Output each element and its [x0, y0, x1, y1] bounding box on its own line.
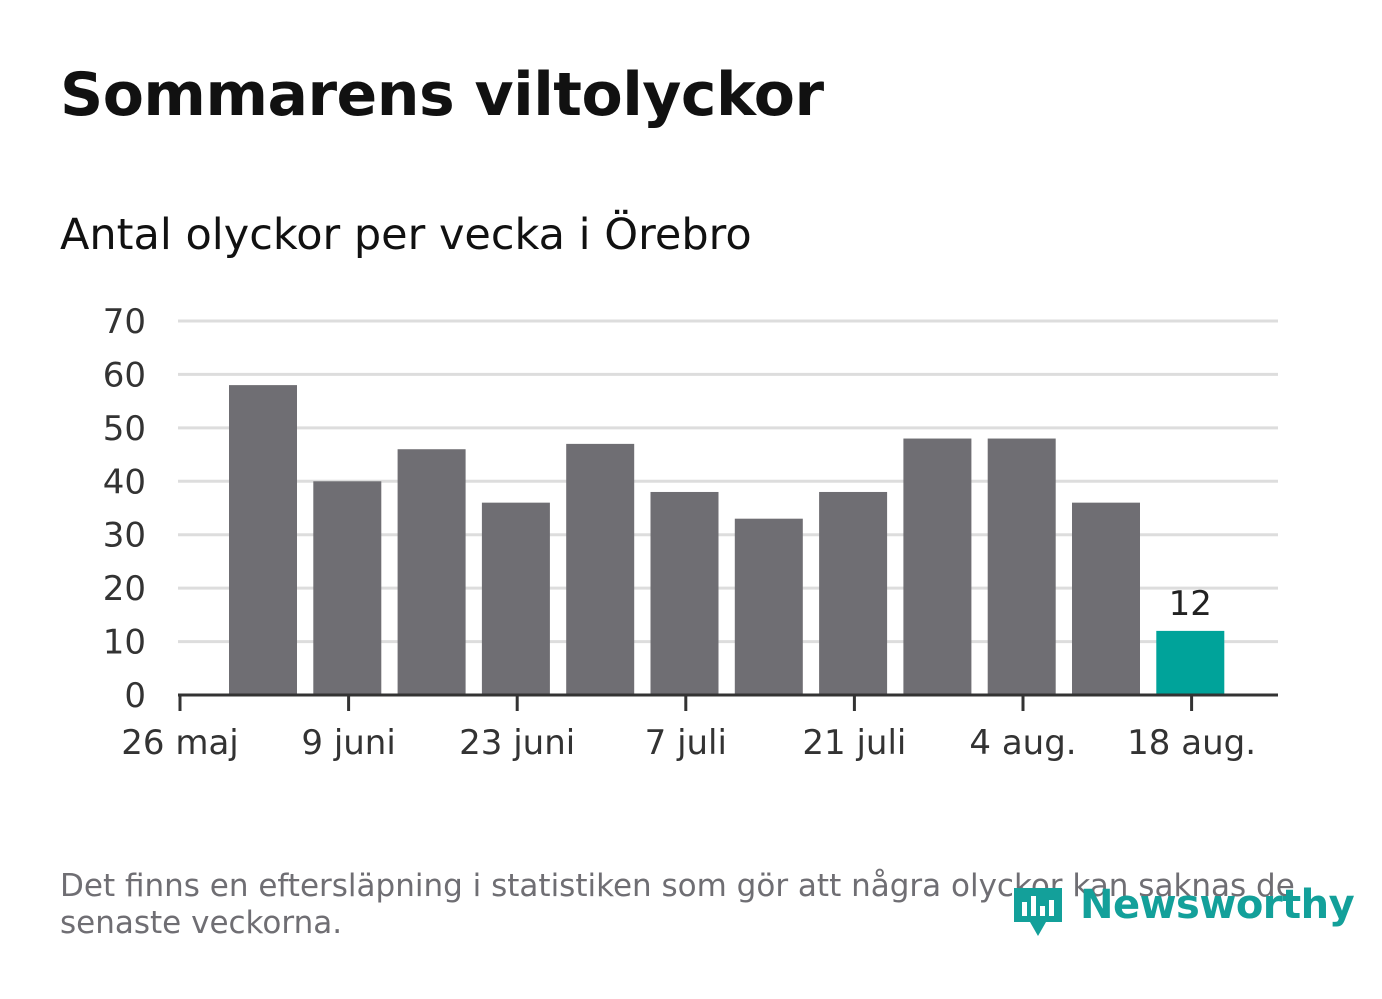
bar-value-label: 12: [1169, 584, 1212, 624]
x-tick-label: 4 aug.: [969, 723, 1076, 763]
bar: [650, 491, 719, 695]
bar: [1072, 502, 1140, 695]
y-tick-label: 60: [103, 355, 146, 395]
y-tick-label: 10: [103, 623, 146, 663]
bar: [819, 491, 888, 695]
y-axis-ticks: 0 10 20 30 40 50 60 70: [103, 302, 146, 716]
x-tick-label: 26 maj: [121, 723, 238, 763]
chart-subtitle: Antal olyckor per vecka i Örebro: [60, 210, 752, 260]
bar-chart: 0 10 20 30 40 50 60 70 12 26 maj 9 juni 23 juni 7 …: [103, 302, 1278, 763]
y-tick-label: 70: [103, 302, 146, 342]
bar: [1156, 630, 1225, 695]
value-labels: 12: [1169, 584, 1212, 624]
bar: [566, 443, 635, 695]
bars: [229, 385, 1225, 695]
x-tick-label: 9 juni: [301, 723, 395, 763]
bar: [481, 502, 550, 695]
newsworthy-logo-icon: [1014, 888, 1062, 936]
bar: [313, 481, 382, 695]
x-tick-label: 18 aug.: [1127, 723, 1256, 763]
bar: [903, 438, 972, 695]
chart-title: Sommarens viltolyckor: [60, 60, 824, 130]
footnote: Det finns en eftersläpning i statistiken…: [60, 868, 1295, 941]
y-tick-label: 40: [103, 462, 146, 502]
y-tick-label: 30: [103, 516, 146, 556]
y-tick-label: 50: [103, 409, 146, 449]
y-tick-label: 0: [124, 676, 146, 716]
x-tick-label: 21 juli: [802, 723, 906, 763]
brand-name: Newsworthy: [1080, 882, 1355, 928]
bar: [229, 385, 297, 695]
x-axis: 26 maj 9 juni 23 juni 7 juli 21 juli 4 aug. 18…: [121, 693, 1278, 763]
bar: [734, 518, 803, 695]
bar: [397, 449, 466, 695]
bar: [987, 438, 1056, 695]
x-tick-label: 23 juni: [459, 723, 575, 763]
y-tick-label: 20: [103, 569, 146, 609]
x-tick-label: 7 juli: [645, 723, 727, 763]
newsworthy-brand: Newsworthy: [1010, 880, 1355, 942]
